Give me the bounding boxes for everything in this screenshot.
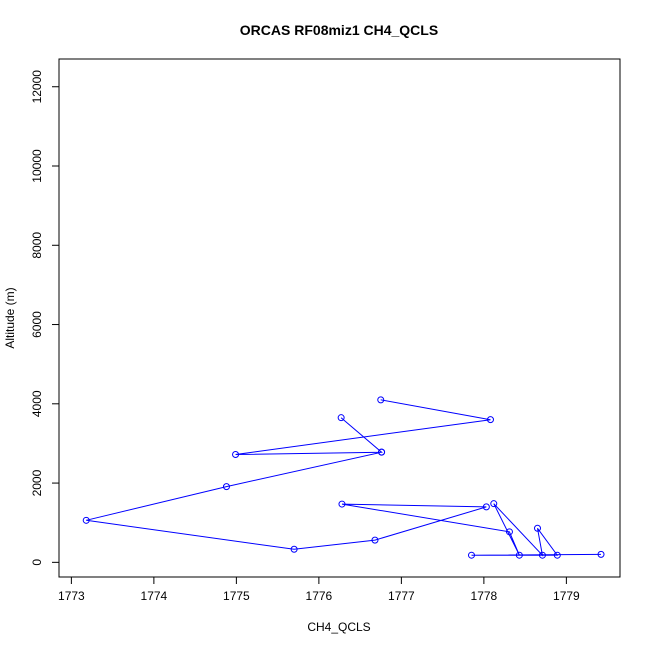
data-point <box>486 416 494 424</box>
data-point <box>82 516 90 524</box>
x-tick-label: 1775 <box>223 589 250 603</box>
data-point <box>468 551 475 559</box>
data-point <box>337 414 345 422</box>
x-tick-label: 1779 <box>553 589 580 603</box>
x-tick-label: 1778 <box>471 589 498 603</box>
series-line <box>86 399 602 557</box>
data-point <box>482 503 490 511</box>
y-tick-label: 8000 <box>30 232 44 259</box>
data-point <box>222 483 230 491</box>
y-tick-label: 12000 <box>30 70 44 104</box>
y-tick-label: 4000 <box>30 390 44 417</box>
data-point <box>538 551 546 559</box>
x-tick-label: 1773 <box>58 589 85 603</box>
x-tick-label: 1774 <box>141 589 168 603</box>
x-axis-label: CH4_QCLS <box>307 620 370 634</box>
y-tick-label: 2000 <box>30 469 44 496</box>
y-tick-label: 10000 <box>30 149 44 183</box>
x-axis: 1773 1774 1775 1776 1777 1778 1779 <box>58 576 580 603</box>
data-point <box>290 545 298 553</box>
data-point <box>534 524 541 532</box>
data-point <box>505 528 513 536</box>
data-point <box>553 551 561 559</box>
y-axis: 0 2000 4000 6000 8000 10000 12000 <box>30 70 60 566</box>
y-axis-label: Altitude (m) <box>3 287 17 348</box>
y-tick-label: 0 <box>30 559 44 566</box>
y-tick-label: 6000 <box>30 311 44 338</box>
data-point <box>490 500 498 508</box>
data-point <box>378 448 386 456</box>
data-point <box>371 536 379 544</box>
chart-title: ORCAS RF08miz1 CH4_QCLS <box>240 22 438 38</box>
plot-frame <box>58 58 621 578</box>
data-point <box>338 500 346 508</box>
plot-area <box>82 396 605 559</box>
data-point <box>597 550 605 558</box>
x-tick-label: 1777 <box>388 589 415 603</box>
data-point <box>232 451 240 459</box>
data-point <box>377 396 385 404</box>
x-tick-label: 1776 <box>306 589 333 603</box>
data-point <box>515 551 523 559</box>
